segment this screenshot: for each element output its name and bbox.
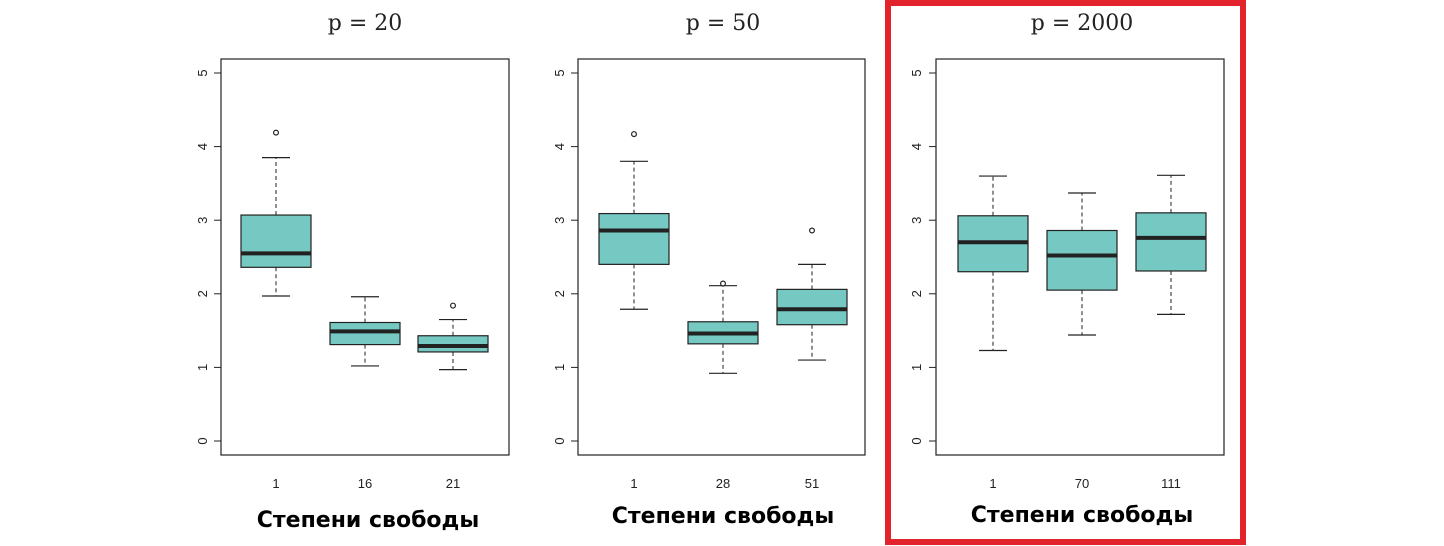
- y-tick-label: 3: [909, 217, 924, 224]
- x-axis-label: Степени свободы: [257, 508, 479, 533]
- chart-marks: 0 1 2 3 4 5 1 16 21: [195, 69, 489, 491]
- x-tick-label: 1: [272, 476, 279, 491]
- box-plot-21: [417, 302, 489, 371]
- outlier-point: [630, 131, 637, 138]
- y-tick-label: 1: [909, 364, 924, 371]
- y-tick-label: 1: [195, 364, 210, 371]
- y-tick-label: 4: [195, 143, 210, 150]
- x-tick-label: 1: [630, 476, 637, 491]
- y-tick-label: 0: [195, 437, 210, 444]
- panel-p20: p = 20 0 1 2 3 4 5 1 16 21 Степени свободы: [195, 11, 510, 533]
- x-tick-label: 16: [358, 476, 372, 491]
- iqr-box: [240, 214, 312, 268]
- chart-marks: 0 1 2 3 4 5 1 70 111: [909, 69, 1207, 491]
- plot-frame: [935, 58, 1225, 456]
- box-plot-1: [240, 129, 312, 297]
- y-tick-label: 5: [195, 69, 210, 76]
- outlier-point: [808, 227, 815, 234]
- outlier-point: [719, 280, 726, 287]
- highlight-border: [885, 0, 1246, 545]
- x-tick-label: 111: [1161, 476, 1181, 491]
- y-tick-label: 2: [909, 290, 924, 297]
- y-tick-label: 0: [909, 437, 924, 444]
- panel-title: p = 2000: [1031, 11, 1134, 36]
- iqr-box: [329, 321, 401, 346]
- plot-frame: [220, 58, 510, 456]
- y-tick-label: 0: [552, 437, 567, 444]
- box-plot-16: [329, 296, 401, 367]
- y-tick-label: 3: [195, 217, 210, 224]
- x-tick-label: 21: [446, 476, 460, 491]
- box-plot-1: [598, 131, 670, 310]
- iqr-box: [598, 212, 670, 265]
- panel-title: p = 50: [686, 11, 761, 36]
- x-axis-label: Степени свободы: [971, 503, 1193, 528]
- box-plot-111: [1135, 174, 1207, 316]
- box-plot-28: [687, 280, 759, 374]
- box-plot-70: [1046, 192, 1118, 336]
- outlier-point: [450, 302, 457, 309]
- iqr-box: [1046, 229, 1118, 291]
- y-tick-label: 5: [552, 69, 567, 76]
- x-axis-label: Степени свободы: [612, 504, 834, 529]
- panel-title: p = 20: [328, 11, 403, 36]
- iqr-box: [417, 335, 489, 353]
- x-tick-label: 70: [1075, 476, 1089, 491]
- y-tick-label: 2: [195, 290, 210, 297]
- plot-frame: [577, 58, 866, 456]
- x-tick-label: 1: [989, 476, 996, 491]
- x-tick-label: 28: [716, 476, 730, 491]
- y-tick-label: 1: [552, 364, 567, 371]
- iqr-box: [1135, 212, 1207, 272]
- y-tick-label: 4: [909, 143, 924, 150]
- outlier-point: [273, 129, 280, 136]
- box-plot-51: [776, 227, 848, 361]
- y-tick-label: 2: [552, 290, 567, 297]
- y-tick-label: 5: [909, 69, 924, 76]
- box-plot-1: [957, 175, 1029, 352]
- x-tick-label: 51: [805, 476, 819, 491]
- panel-p2000: p = 2000 0 1 2 3 4 5 1 70 111 Степени свободы: [885, 0, 1246, 545]
- iqr-box: [776, 288, 848, 326]
- y-tick-label: 3: [552, 217, 567, 224]
- y-tick-label: 4: [552, 143, 567, 150]
